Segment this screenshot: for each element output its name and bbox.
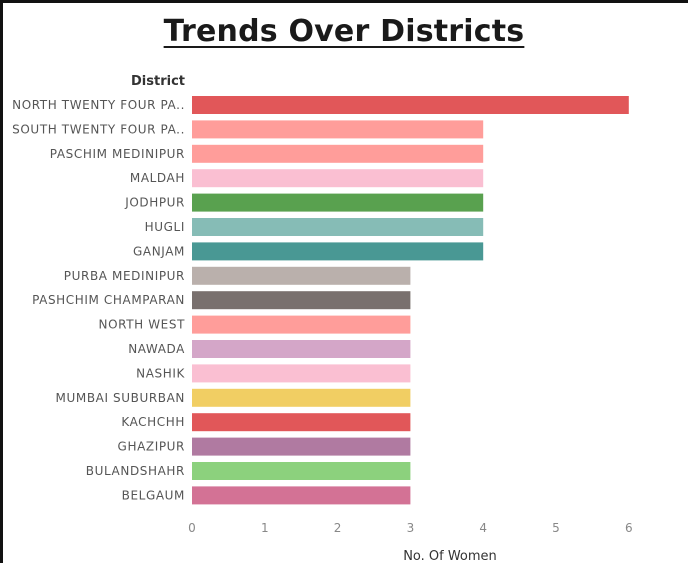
category-label: GHAZIPUR — [118, 440, 185, 454]
category-label: JODHPUR — [124, 196, 185, 210]
category-label: NASHIK — [136, 366, 185, 380]
category-label: NORTH TWENTY FOUR PA.. — [12, 98, 185, 112]
category-label: BELGAUM — [122, 488, 185, 502]
y-axis-header: District — [131, 74, 185, 89]
chart-title: Trends Over Districts — [163, 14, 525, 49]
x-tick-label: 4 — [479, 521, 487, 535]
bar[interactable] — [192, 193, 484, 212]
x-tick-label: 6 — [625, 521, 633, 535]
bar[interactable] — [192, 486, 411, 505]
bar[interactable] — [192, 266, 411, 285]
x-axis-label: No. Of Women — [403, 549, 497, 564]
bar[interactable] — [192, 169, 484, 188]
category-label: MUMBAI SUBURBAN — [56, 391, 185, 405]
category-label: PASHCHIM CHAMPARAN — [32, 293, 185, 307]
bar[interactable] — [192, 291, 411, 310]
bar[interactable] — [192, 96, 629, 114]
bar[interactable] — [192, 437, 411, 456]
x-tick-label: 3 — [407, 521, 415, 535]
category-label: GANJAM — [133, 244, 185, 258]
bar[interactable] — [192, 242, 484, 261]
category-labels: NORTH TWENTY FOUR PA.. SOUTH TWENTY FOUR … — [12, 98, 185, 502]
x-axis-ticks: 0 1 2 3 4 5 6 — [188, 521, 632, 535]
bar[interactable] — [192, 462, 411, 480]
category-label: PURBA MEDINIPUR — [64, 269, 185, 283]
category-label: SOUTH TWENTY FOUR PA.. — [12, 122, 185, 136]
x-tick-label: 1 — [261, 521, 269, 535]
bars — [192, 96, 629, 505]
category-label: HUGLI — [145, 220, 185, 234]
bar[interactable] — [192, 120, 484, 139]
category-label: BULANDSHAHR — [86, 464, 185, 478]
x-tick-label: 5 — [552, 521, 560, 535]
x-tick-label: 2 — [334, 521, 342, 535]
bar[interactable] — [192, 144, 484, 163]
bar[interactable] — [192, 413, 411, 432]
category-label: NAWADA — [128, 342, 185, 356]
bar[interactable] — [192, 315, 411, 334]
category-label: NORTH WEST — [99, 318, 186, 332]
bar[interactable] — [192, 364, 411, 383]
category-label: PASCHIM MEDINIPUR — [50, 147, 185, 161]
bar[interactable] — [192, 340, 411, 358]
bar[interactable] — [192, 388, 411, 407]
bar[interactable] — [192, 218, 484, 236]
category-label: KACHCHH — [121, 415, 185, 429]
x-tick-label: 0 — [188, 521, 196, 535]
category-label: MALDAH — [130, 171, 185, 185]
